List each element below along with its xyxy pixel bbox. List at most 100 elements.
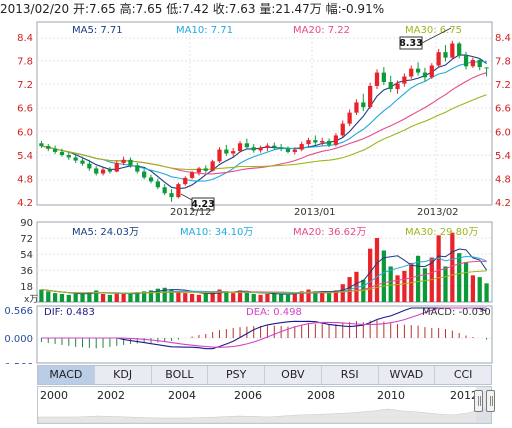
volume-tick: 18 <box>20 282 33 293</box>
volume-bar <box>66 294 71 302</box>
candle-body <box>135 165 140 172</box>
candle-body <box>114 162 119 172</box>
ma30-line <box>41 94 487 171</box>
volume-bar <box>450 232 455 302</box>
macd-lines <box>41 307 487 350</box>
candlesticks <box>39 40 489 202</box>
date-axis: 2012/12 2013/01 2013/02 <box>170 207 459 218</box>
tab-rsi[interactable]: RSI <box>322 366 379 384</box>
tab-obv[interactable]: OBV <box>265 366 322 384</box>
volume-bar <box>114 293 119 302</box>
volume-legend: MA5: 24.03万 MA10: 34.10万 MA20: 36.62万 MA… <box>72 227 478 238</box>
candle-body <box>107 169 113 172</box>
date-label-feb: 2013/02 <box>417 207 459 218</box>
candle-body <box>299 144 304 150</box>
tab-psy[interactable]: PSY <box>208 366 265 384</box>
volume-bar <box>87 292 92 302</box>
candle-body <box>196 168 202 173</box>
candle-body <box>443 52 448 58</box>
tab-cci[interactable]: CCI <box>453 368 473 381</box>
macd-tick: -0.566 <box>1 362 33 364</box>
macd-legend-dif: DIF: 0.483 <box>44 307 95 318</box>
open-value: 7.65 <box>89 2 116 16</box>
timeline-left-handle[interactable] <box>474 390 483 412</box>
candle-body <box>224 149 229 154</box>
candle-body <box>169 193 174 198</box>
low-annotation: 4.23 <box>180 193 215 211</box>
volume-tick: 54 <box>20 250 33 261</box>
tab-kdj[interactable]: KDJ <box>95 366 152 384</box>
timeline-right-handle[interactable] <box>486 390 495 412</box>
volume-bar <box>135 292 140 302</box>
candle-body <box>484 67 489 69</box>
volume-bar <box>80 293 85 302</box>
timeline-year-2012: 2012 <box>450 389 478 402</box>
volume-bar <box>463 262 469 302</box>
candle-body <box>333 135 339 145</box>
price-tick-left: 7.8 <box>17 57 33 68</box>
price-legend: MA5: 7.71 MA10: 7.71 MA20: 7.22 MA30: 6.… <box>72 25 462 36</box>
price-tick-left: 6.0 <box>17 127 33 138</box>
tab-wvad[interactable]: WVAD <box>379 366 436 384</box>
open-label: 开: <box>73 2 90 16</box>
volume-bar <box>39 289 44 302</box>
candle-body <box>278 147 284 149</box>
volume-bar <box>189 294 195 302</box>
volume-bar <box>231 293 236 302</box>
volume-bar <box>388 266 393 302</box>
legend-ma10: MA10: 7.71 <box>176 25 233 36</box>
volume-tick: 90 <box>20 218 33 229</box>
candle-body <box>46 146 51 149</box>
volume-label: 量: <box>259 2 276 16</box>
high-annotation: 8.33 <box>399 27 452 50</box>
macd-legend: DIF: 0.483 DEA: 0.498 MACD: -0.030 <box>44 307 491 318</box>
date-label-jan: 2013/01 <box>294 207 336 218</box>
quote-summary: 2013/02/20 开:7.65 高:7.65 低:7.42 收:7.63 量… <box>0 0 512 17</box>
candle-body <box>217 149 222 162</box>
volume-bars <box>39 232 489 302</box>
candle-body <box>477 60 482 68</box>
volume-bar <box>217 289 222 302</box>
stock-chart[interactable]: 8.4 7.8 7.2 6.6 6.0 5.4 4.8 4.2 8.4 7.8 7.2 6.6 6.0… <box>0 0 512 364</box>
tab-macd[interactable]: MACD <box>38 366 95 384</box>
volume-bar <box>278 294 284 302</box>
price-tick-right: 7.2 <box>495 80 511 91</box>
timeline-navigator[interactable]: 2000 2002 2004 2006 2008 2010 2012 <box>37 386 492 424</box>
volume-bar <box>333 290 339 302</box>
volume-bar <box>237 290 243 302</box>
volume-bar <box>224 291 229 302</box>
macd-axis: 0.566 0.000 -0.566 <box>1 306 33 364</box>
candle-body <box>354 102 359 113</box>
volume-bar <box>46 291 51 302</box>
price-tick-right: 6.6 <box>495 104 511 115</box>
candle-body <box>142 171 147 178</box>
timeline-sparkline <box>38 387 491 423</box>
candle-body <box>189 172 195 178</box>
volume-bar <box>272 293 277 302</box>
candle-body <box>361 102 366 108</box>
volume-bar <box>354 271 359 302</box>
vol-legend-ma10: MA10: 34.10万 <box>180 227 253 238</box>
candle-body <box>463 55 469 67</box>
tab-boll[interactable]: BOLL <box>152 366 209 384</box>
low-label: 低: <box>166 2 183 16</box>
candle-body <box>121 159 126 163</box>
change-label: 幅: <box>325 2 342 16</box>
volume-bar <box>470 275 476 302</box>
candle-body <box>237 143 243 152</box>
price-tick-left: 5.4 <box>17 151 33 162</box>
volume-bar <box>162 287 167 302</box>
candle-body <box>470 60 476 67</box>
candle-body <box>128 159 133 166</box>
volume-bar <box>340 284 345 302</box>
volume-bar <box>59 294 65 302</box>
timeline-year-2002: 2002 <box>97 389 125 402</box>
price-tick-left: 7.2 <box>17 80 33 91</box>
volume-bar <box>415 255 421 302</box>
volume-bar <box>436 235 441 302</box>
candle-body <box>402 76 407 84</box>
volume-bar <box>477 277 482 302</box>
volume-bar <box>443 266 448 302</box>
indicator-tabs: MACD KDJ BOLL PSY OBV RSI WVAD CCI <box>37 365 492 385</box>
volume-bar <box>265 294 270 302</box>
